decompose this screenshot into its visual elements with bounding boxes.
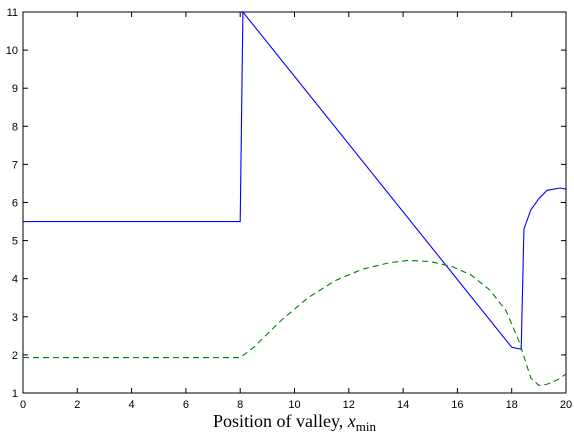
x-tick-label: 16	[451, 399, 463, 411]
y-tick-label: 6	[12, 198, 18, 210]
x-tick-label: 18	[506, 399, 518, 411]
x-tick-label: 14	[397, 399, 409, 411]
x-tick-label: 6	[183, 399, 189, 411]
x-tick-label: 8	[237, 399, 243, 411]
y-tick-label: 4	[12, 274, 18, 286]
y-tick-label: 2	[12, 350, 18, 362]
x-tick-label: 4	[129, 399, 135, 411]
y-tick-label: 9	[12, 83, 18, 95]
y-tick-label: 5	[12, 236, 18, 248]
y-tick-label: 8	[12, 121, 18, 133]
x-tick-label: 0	[20, 399, 26, 411]
x-axis-label-sub: min	[356, 419, 377, 434]
x-axis-label-var: x	[347, 411, 356, 431]
y-tick-label: 10	[6, 45, 18, 57]
y-tick-label: 3	[12, 312, 18, 324]
x-tick-label: 2	[74, 399, 80, 411]
x-tick-label: 12	[343, 399, 355, 411]
plot-frame-group	[22, 11, 567, 394]
y-tick-label: 7	[12, 159, 18, 171]
x-tick-label: 20	[560, 399, 572, 411]
x-tick-label: 10	[288, 399, 300, 411]
x-axis-label: Position of valley, xmin	[213, 411, 377, 434]
x-axis-label-main: Position of valley,	[213, 411, 348, 431]
plot-frame	[22, 11, 567, 394]
y-tick-label: 1	[12, 388, 18, 400]
y-tick-label: 11	[7, 7, 18, 19]
series-group	[23, 10, 567, 386]
series-line-2	[23, 259, 567, 386]
series-line-1	[23, 10, 567, 350]
